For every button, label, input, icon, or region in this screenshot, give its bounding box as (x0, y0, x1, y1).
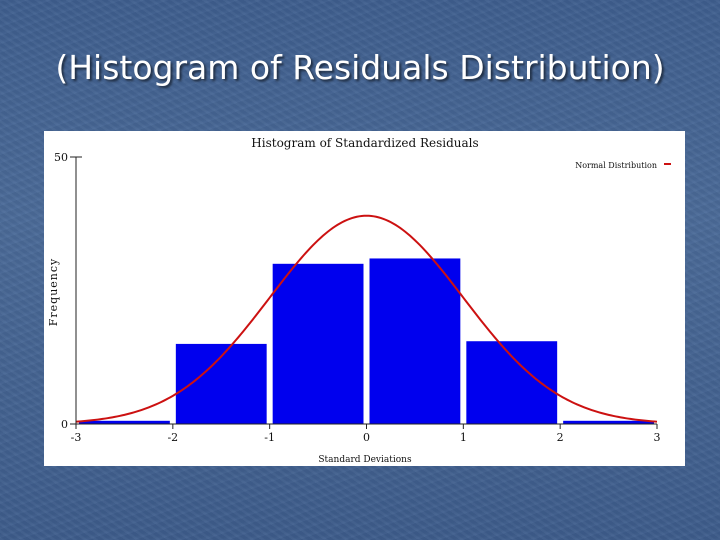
legend-entry-label: Normal Distribution (575, 161, 657, 170)
x-tick-label: 1 (460, 431, 467, 444)
y-tick-label: 50 (54, 151, 68, 164)
x-tick-label: 3 (654, 431, 661, 444)
x-tick-label: -1 (264, 431, 275, 444)
histogram-bar-5 (466, 341, 558, 424)
histogram-bar-3 (272, 263, 364, 424)
chart-title: Histogram of Standardized Residuals (251, 136, 478, 150)
axes-group (75, 157, 657, 425)
curve-group (75, 214, 658, 423)
y-axis-label: Frequency (47, 258, 60, 327)
slide-title: (Histogram of Residuals Distribution) (55, 48, 665, 87)
x-tick-label: -2 (167, 431, 178, 444)
histogram-bar-1 (79, 420, 170, 424)
histogram-chart: Histogram of Standardized Residuals Freq… (47, 136, 671, 465)
y-tick-label: 0 (61, 418, 68, 431)
histogram-bar-6 (563, 420, 654, 424)
x-tick-label: 2 (557, 431, 564, 444)
x-tick-label: 0 (363, 431, 370, 444)
normal-distribution-curve (75, 214, 658, 423)
x-tick-label: -3 (71, 431, 82, 444)
x-axis-label: Standard Deviations (318, 455, 412, 465)
legend-group: Normal Distribution (575, 161, 671, 170)
histogram-bar-4 (369, 258, 461, 424)
chart-panel: Histogram of Standardized Residuals Freq… (44, 131, 685, 466)
ticks-group: 500-3 -2 -1 0 1 2 3 (54, 151, 661, 444)
